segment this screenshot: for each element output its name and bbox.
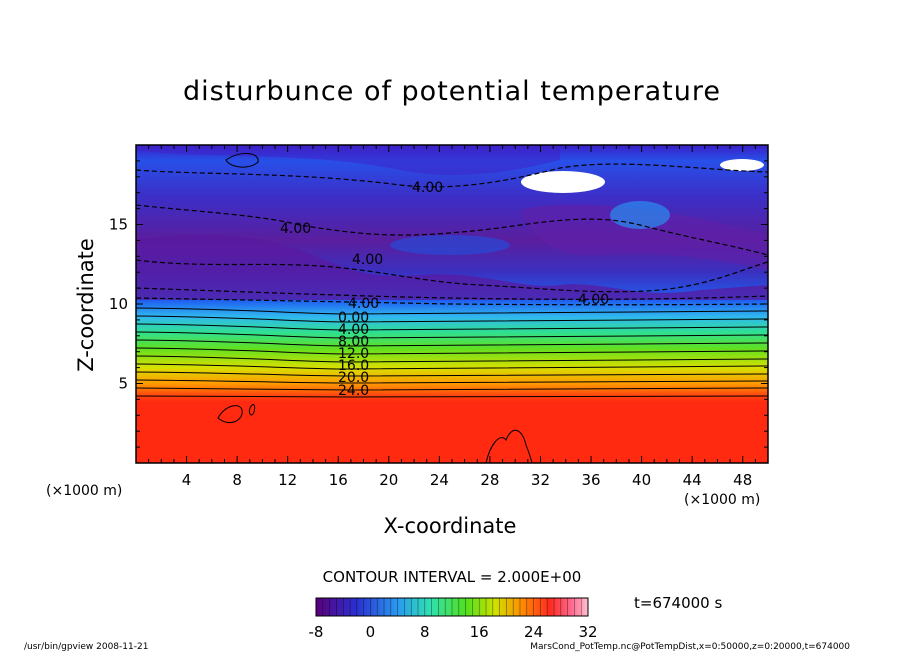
x-axis: 4 8 12 16 20 24 28 32 36 40 44 48 <box>148 145 769 489</box>
x-tick-label: 36 <box>581 471 600 489</box>
time-label: t=674000 s <box>634 594 723 612</box>
colorbar: -8 0 8 16 24 32 <box>309 597 598 641</box>
contour-label: 8.00 <box>338 334 369 350</box>
contour-label: 4.00 <box>338 322 369 338</box>
x-tick-label: 12 <box>278 471 297 489</box>
colorbar-tick-label: -8 <box>309 623 324 641</box>
footer-left: /usr/bin/gpview 2008-11-21 <box>24 642 149 652</box>
contour-label: 4.00 <box>348 296 379 312</box>
colorbar-frame <box>315 597 589 617</box>
contour-label: 4.00 <box>352 252 383 268</box>
colorbar-tick-label: 0 <box>366 623 376 641</box>
colorbar-tick-label: 16 <box>470 623 489 641</box>
heatmap-field: 4.00 4.00 4.00 4.00 4.00 0.00 4.00 8.00 … <box>136 145 768 463</box>
x-tick-label: 24 <box>430 471 449 489</box>
x-tick-label: 4 <box>182 471 192 489</box>
x-axis-label: X-coordinate <box>383 514 517 538</box>
contour-label: 4.00 <box>412 180 443 196</box>
x-tick-label: 48 <box>733 471 752 489</box>
y-axis: 5 10 15 <box>109 144 768 448</box>
contour-label: 24.0 <box>338 383 369 399</box>
x-tick-label: 40 <box>632 471 651 489</box>
x-unit-right: (×1000 m) <box>684 492 761 508</box>
contour-label: 4.00 <box>280 221 311 237</box>
colorbar-tick-label: 8 <box>420 623 430 641</box>
x-tick-label: 44 <box>683 471 702 489</box>
contour-interval: CONTOUR INTERVAL = 2.000E+00 <box>322 568 582 586</box>
contour-label: 16.0 <box>338 358 369 374</box>
y-tick-label: 15 <box>109 216 128 234</box>
footer-right: MarsCond_PotTemp.nc@PotTempDist,x=0:5000… <box>530 642 850 652</box>
chart-title: disturbunce of potential temperature <box>183 76 721 107</box>
x-tick-label: 20 <box>379 471 398 489</box>
contour-label: 0.00 <box>338 310 369 326</box>
y-axis-label: Z-coordinate <box>74 238 98 372</box>
x-tick-label: 28 <box>480 471 499 489</box>
x-tick-label: 8 <box>232 471 242 489</box>
contour-label: 20.0 <box>338 370 369 386</box>
contour-label: 12.0 <box>338 346 369 362</box>
y-tick-label: 10 <box>109 295 128 313</box>
x-tick-label: 16 <box>329 471 348 489</box>
x-tick-label: 32 <box>531 471 550 489</box>
x-unit-left: (×1000 m) <box>46 483 123 499</box>
colorbar-tick-label: 24 <box>524 623 543 641</box>
colorbar-tick-label: 32 <box>578 623 597 641</box>
contour-label: 4.00 <box>578 292 609 308</box>
y-tick-label: 5 <box>118 375 128 393</box>
